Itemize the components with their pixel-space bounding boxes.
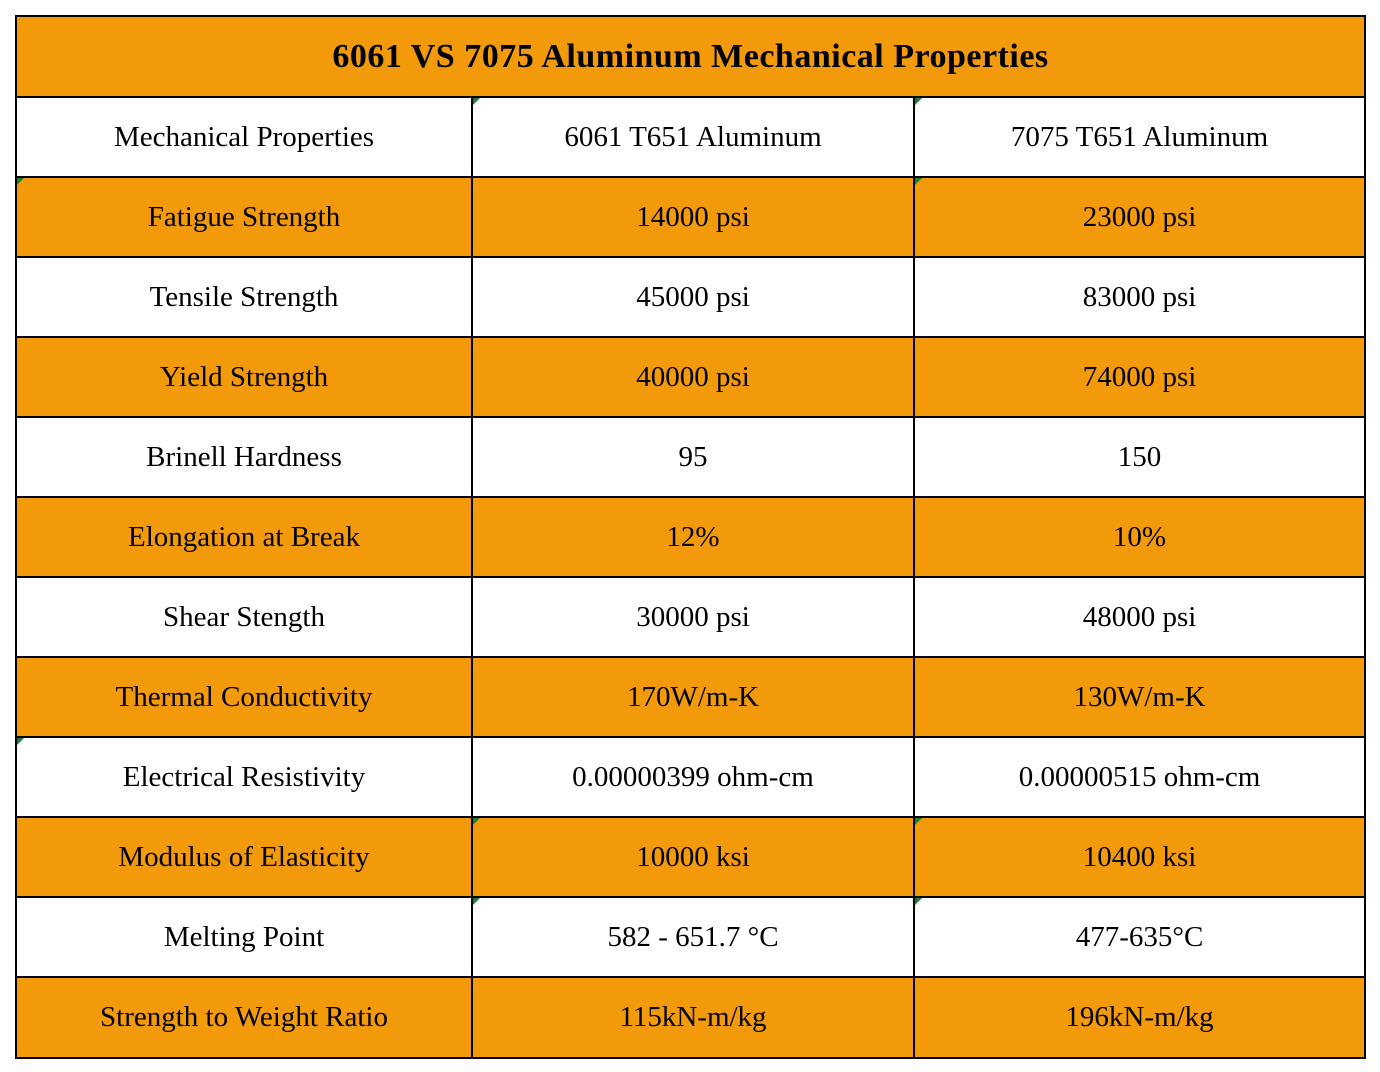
property-name: Strength to Weight Ratio [15,976,473,1059]
value-7075: 130W/m-K [912,656,1367,738]
table-row: Yield Strength 40000 psi 74000 psi [15,336,1367,418]
property-name: Fatigue Strength [15,176,473,258]
value-6061: 95 [471,416,915,498]
cell-marker-icon [473,898,480,905]
cell-marker-icon [915,818,922,825]
value-6061: 170W/m-K [471,656,915,738]
value-6061: 582 - 651.7 °C [471,896,915,978]
value-7075: 150 [912,416,1367,498]
property-label: Fatigue Strength [147,200,341,233]
property-name: Brinell Hardness [15,416,473,498]
property-name: Melting Point [15,896,473,978]
header-6061-label: 6061 T651 Aluminum [564,120,822,153]
header-6061: 6061 T651 Aluminum [471,96,915,178]
value-7075: 10% [912,496,1367,578]
value-6061: 45000 psi [471,256,915,338]
property-name: Modulus of Elasticity [15,816,473,898]
property-name: Electrical Resistivity [15,736,473,818]
table-row: Strength to Weight Ratio 115kN-m/kg 196k… [15,976,1367,1059]
value-7075: 83000 psi [912,256,1367,338]
header-row: Mechanical Properties 6061 T651 Aluminum… [15,96,1367,178]
properties-table: 6061 VS 7075 Aluminum Mechanical Propert… [14,15,1367,1059]
cell-marker-icon [473,98,480,105]
property-name: Elongation at Break [15,496,473,578]
table-row: Modulus of Elasticity 10000 ksi 10400 ks… [15,816,1367,898]
value-7075: 0.00000515 ohm-cm [912,736,1367,818]
value-6061-label: 582 - 651.7 °C [607,920,779,953]
table-row: Brinell Hardness 95 150 [15,416,1367,498]
value-6061-label: 10000 ksi [636,840,750,873]
value-6061: 10000 ksi [471,816,915,898]
value-7075-label: 10400 ksi [1082,840,1197,873]
value-6061: 12% [471,496,915,578]
table-row: Thermal Conductivity 170W/m-K 130W/m-K [15,656,1367,738]
property-name: Yield Strength [15,336,473,418]
cell-marker-icon [473,818,480,825]
property-label: Electrical Resistivity [122,760,366,793]
value-6061: 40000 psi [471,336,915,418]
cell-marker-icon [915,98,922,105]
cell-marker-icon [17,738,24,745]
value-7075: 48000 psi [912,576,1367,658]
table-row: Electrical Resistivity 0.00000399 ohm-cm… [15,736,1367,818]
value-6061: 30000 psi [471,576,915,658]
table-row: Shear Stength 30000 psi 48000 psi [15,576,1367,658]
property-name: Shear Stength [15,576,473,658]
properties-table-container: 6061 VS 7075 Aluminum Mechanical Propert… [14,15,1367,1059]
property-name: Tensile Strength [15,256,473,338]
table-row: Melting Point 582 - 651.7 °C 477-635°C [15,896,1367,978]
value-7075-label: 477-635°C [1075,920,1204,953]
property-name: Thermal Conductivity [15,656,473,738]
table-row: Fatigue Strength 14000 psi 23000 psi [15,176,1367,258]
header-7075: 7075 T651 Aluminum [912,96,1367,178]
value-7075: 74000 psi [912,336,1367,418]
value-7075: 477-635°C [912,896,1367,978]
value-6061: 0.00000399 ohm-cm [471,736,915,818]
value-6061: 14000 psi [471,176,915,258]
value-7075: 10400 ksi [912,816,1367,898]
value-7075: 196kN-m/kg [912,976,1367,1059]
table-title: 6061 VS 7075 Aluminum Mechanical Propert… [14,15,1367,98]
value-7075-label: 23000 psi [1082,200,1197,233]
table-row: Elongation at Break 12% 10% [15,496,1367,578]
header-7075-label: 7075 T651 Aluminum [1010,120,1269,153]
cell-marker-icon [17,178,24,185]
value-7075: 23000 psi [912,176,1367,258]
title-row: 6061 VS 7075 Aluminum Mechanical Propert… [14,15,1367,98]
header-property: Mechanical Properties [15,96,473,178]
table-row: Tensile Strength 45000 psi 83000 psi [15,256,1367,338]
cell-marker-icon [915,898,922,905]
cell-marker-icon [915,178,922,185]
value-6061: 115kN-m/kg [471,976,915,1059]
